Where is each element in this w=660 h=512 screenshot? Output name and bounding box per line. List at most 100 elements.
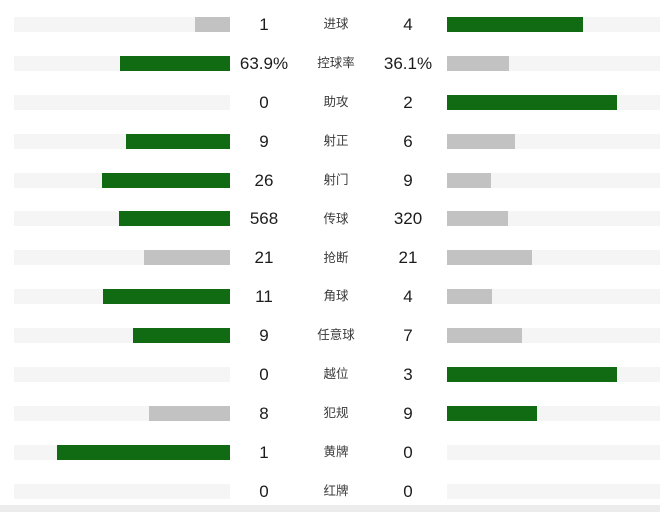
home-stat-bar [119, 211, 230, 227]
stat-label: 抢断 [323, 250, 349, 265]
away-stat-bar [447, 366, 618, 382]
home-stat-bar [101, 172, 230, 188]
home-bar-track [14, 405, 230, 421]
home-bar-track [14, 366, 230, 382]
away-bar-track [447, 366, 660, 382]
stat-row: 568 传球 320 [0, 199, 660, 238]
away-stat-value: 9 [403, 403, 413, 423]
stat-row: 26 射门 9 [0, 161, 660, 200]
stat-label: 传球 [323, 211, 349, 226]
away-stat-value: 21 [398, 248, 418, 268]
home-stat-bar [195, 16, 230, 32]
home-stat-value: 8 [259, 403, 269, 423]
home-stat-bar [126, 133, 230, 149]
home-bar-track [14, 55, 230, 71]
stat-label: 进球 [323, 17, 349, 32]
home-bar-track [14, 94, 230, 110]
home-bar-track [14, 328, 230, 344]
home-bar-track [14, 289, 230, 305]
away-bar-track [447, 405, 660, 421]
away-stat-value: 4 [403, 287, 413, 307]
stat-row: 63.9% 控球率 36.1% [0, 44, 660, 83]
away-stat-bar [447, 94, 618, 110]
home-stat-bar [132, 328, 230, 344]
stat-label: 控球率 [317, 56, 355, 71]
home-stat-value: 9 [259, 326, 269, 346]
away-stat-bar [447, 172, 491, 188]
away-stat-value: 320 [393, 209, 423, 229]
stat-row: 9 任意球 7 [0, 316, 660, 355]
away-stat-bar [447, 133, 516, 149]
stat-row: 1 黄牌 0 [0, 433, 660, 472]
stat-row: 21 抢断 21 [0, 238, 660, 277]
stat-label: 任意球 [317, 328, 355, 343]
home-bar-track [14, 16, 230, 32]
stat-row: 1 进球 4 [0, 5, 660, 44]
home-stat-value: 26 [254, 170, 274, 190]
home-stat-bar [57, 444, 230, 460]
home-stat-value: 0 [259, 481, 269, 501]
away-stat-bar [447, 405, 538, 421]
home-bar-track [14, 483, 230, 499]
away-bar-track [447, 172, 660, 188]
stat-row: 0 越位 3 [0, 355, 660, 394]
home-stat-value: 1 [259, 14, 269, 34]
stat-label: 越位 [323, 367, 349, 382]
home-stat-value: 1 [259, 442, 269, 462]
home-stat-value: 21 [254, 248, 274, 268]
home-stat-value: 9 [259, 131, 269, 151]
away-bar-track [447, 250, 660, 266]
stat-row: 9 射正 6 [0, 122, 660, 161]
away-stat-value: 36.1% [383, 53, 433, 73]
home-stat-value: 11 [255, 287, 273, 307]
away-stat-bar [447, 211, 509, 227]
home-stat-bar [119, 55, 230, 71]
stat-label: 助攻 [323, 94, 349, 109]
away-stat-value: 7 [403, 326, 413, 346]
home-stat-value: 0 [259, 92, 269, 112]
away-stat-value: 0 [403, 442, 413, 462]
away-bar-track [447, 444, 660, 460]
away-stat-value: 4 [403, 14, 413, 34]
home-stat-bar [103, 289, 230, 305]
stat-row: 11 角球 4 [0, 277, 660, 316]
away-stat-value: 3 [403, 364, 413, 384]
away-stat-bar [447, 289, 493, 305]
away-stat-bar [447, 250, 533, 266]
stat-label: 角球 [323, 289, 349, 304]
home-bar-track [14, 172, 230, 188]
home-bar-track [14, 250, 230, 266]
home-stat-value: 0 [259, 364, 269, 384]
home-bar-track [14, 444, 230, 460]
stats-rows-container: 1 进球 4 63.9% 控球率 36.1% 0 助攻 2 9 射正 [0, 5, 660, 511]
stat-label: 射门 [323, 172, 349, 187]
stat-label: 犯规 [323, 406, 349, 421]
away-bar-track [447, 483, 660, 499]
away-bar-track [447, 211, 660, 227]
away-stat-value: 0 [403, 481, 413, 501]
away-stat-value: 2 [403, 92, 413, 112]
away-bar-track [447, 94, 660, 110]
home-bar-track [14, 211, 230, 227]
home-stat-value: 568 [249, 209, 279, 229]
section-divider [0, 505, 660, 512]
away-bar-track [447, 289, 660, 305]
home-stat-bar [143, 250, 230, 266]
away-bar-track [447, 133, 660, 149]
stat-row: 0 红牌 0 [0, 472, 660, 511]
stat-label: 红牌 [323, 483, 349, 498]
stat-row: 0 助攻 2 [0, 83, 660, 122]
stat-row: 8 犯规 9 [0, 394, 660, 433]
away-bar-track [447, 55, 660, 71]
away-stat-bar [447, 328, 522, 344]
stat-label: 射正 [323, 133, 349, 148]
home-stat-bar [148, 405, 230, 421]
home-bar-track [14, 133, 230, 149]
away-stat-value: 9 [403, 170, 413, 190]
away-stat-bar [447, 55, 509, 71]
away-stat-value: 6 [403, 131, 413, 151]
away-stat-bar [447, 16, 584, 32]
away-bar-track [447, 328, 660, 344]
home-stat-value: 63.9% [239, 53, 289, 73]
